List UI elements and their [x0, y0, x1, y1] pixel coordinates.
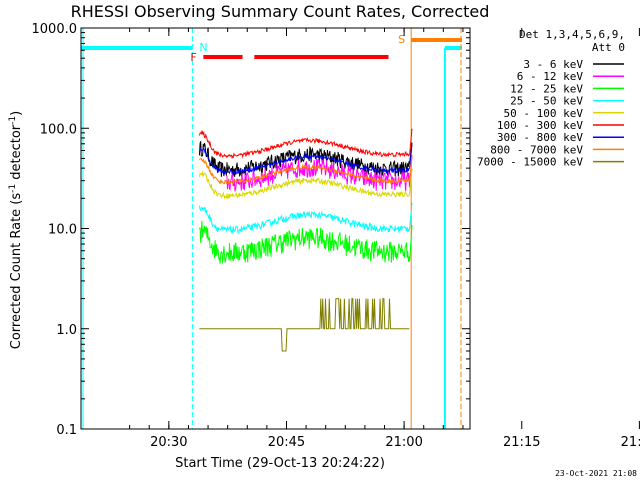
legend-label-1: 3 - 6 keV: [523, 58, 583, 71]
series-line-8: [198, 155, 413, 186]
series-line-4: [198, 202, 413, 235]
timestamp: 23-Oct-2021 21:08: [555, 469, 637, 478]
x-tick-label: 20:45: [268, 435, 305, 450]
night-label: N: [199, 41, 207, 54]
series-line-2: [226, 155, 413, 192]
x-tick-label: 20:30: [150, 435, 187, 450]
legend-header-line1: Det 1,3,4,5,6,9,: [519, 28, 625, 41]
legend-label-9: 7000 - 15000 keV: [477, 156, 583, 169]
flare-label: F: [190, 51, 196, 64]
x-tick-label: 21:30: [621, 435, 640, 450]
legend-label-2: 6 - 12 keV: [517, 70, 584, 83]
y-axis-label: Corrected Count Rate (s-1 detector-1): [8, 111, 24, 349]
y-tick-label: 100.0: [40, 122, 77, 137]
legend-label-3: 12 - 25 keV: [510, 82, 583, 95]
series-line-3: [198, 220, 413, 264]
legend-header-line2: Att 0: [592, 41, 625, 54]
legend-label-7: 300 - 800 keV: [497, 131, 583, 144]
legend-label-4: 25 - 50 keV: [510, 95, 583, 108]
y-tick-label: 1.0: [56, 323, 77, 338]
legend-label-5: 50 - 100 keV: [504, 107, 584, 120]
series-line-6: [198, 128, 413, 160]
series-line-1: [198, 141, 413, 178]
plot-area: NF S: [81, 28, 462, 429]
x-axis-label: Start Time (29-Oct-13 20:24:22): [175, 456, 385, 471]
legend-label-8: 800 - 7000 keV: [490, 143, 583, 156]
series-line-5: [198, 168, 413, 200]
series-line-7: [198, 144, 413, 175]
series-line-9: [199, 298, 410, 352]
legend-label-6: 100 - 300 keV: [497, 119, 583, 132]
x-tick-label: 21:00: [385, 435, 422, 450]
chart-title: RHESSI Observing Summary Count Rates, Co…: [71, 2, 490, 21]
axes: 0.1 1.0 10.0 100.0 1000.0 20:30 20:45 21:00 21:1…: [32, 22, 640, 450]
saa-label: S: [398, 33, 405, 46]
x-tick-label: 21:15: [503, 435, 540, 450]
y-tick-label: 10.0: [48, 223, 77, 238]
y-tick-label: 1000.0: [32, 22, 78, 37]
y-tick-label: 0.1: [56, 423, 77, 438]
